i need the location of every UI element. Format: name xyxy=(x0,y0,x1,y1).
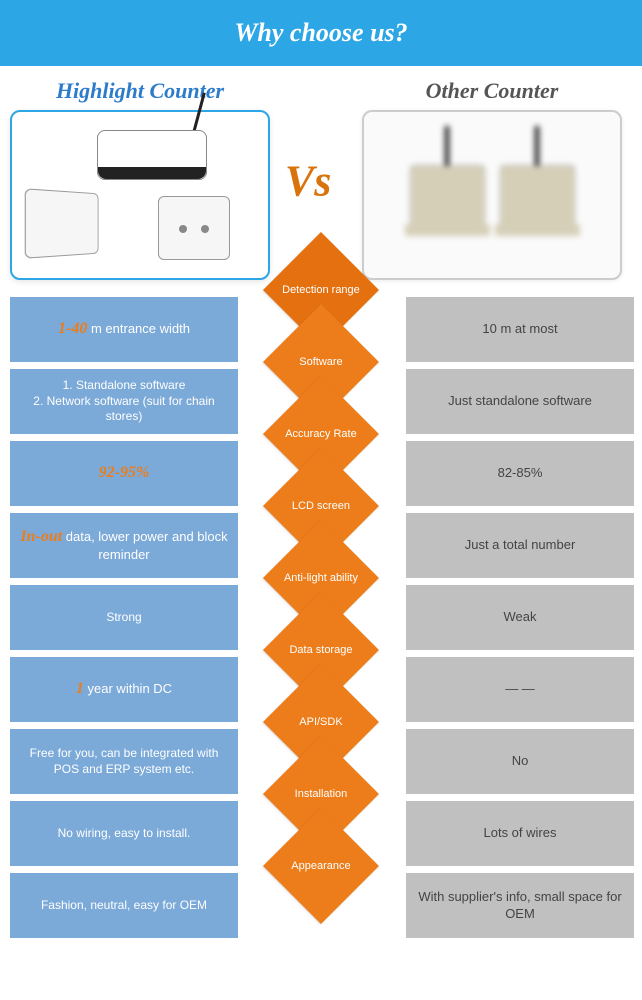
left-cell: No wiring, easy to install. xyxy=(10,801,238,866)
right-cell: Just standalone software xyxy=(406,369,634,434)
left-cell: Strong xyxy=(10,585,238,650)
accent-value: 1-40 xyxy=(58,320,87,337)
right-cell: With supplier's info, small space for OE… xyxy=(406,873,634,938)
cell-text: Just a total number xyxy=(465,537,576,554)
cell-text: data, lower power and block reminder xyxy=(62,529,227,563)
right-cell: — — xyxy=(406,657,634,722)
right-cell: 82-85% xyxy=(406,441,634,506)
left-cell: Fashion, neutral, easy for OEM xyxy=(10,873,238,938)
category-column: Detection range Software Accuracy Rate LCD … xyxy=(280,249,362,897)
left-cell: 1. Standalone software 2. Network softwa… xyxy=(10,369,238,434)
category-label: Data storage xyxy=(280,644,362,656)
cell-text: Fashion, neutral, easy for OEM xyxy=(41,898,207,914)
receiver-device-icon xyxy=(97,130,207,180)
cell-text: 10 m at most xyxy=(482,321,557,338)
comparison-table: Detection range Software Accuracy Rate LCD … xyxy=(0,285,642,958)
product-right-col: Other Counter xyxy=(362,78,622,280)
other-device-icon xyxy=(500,165,575,225)
category-label: Software xyxy=(280,356,362,368)
cell-text: No xyxy=(512,753,529,770)
right-cell: Weak xyxy=(406,585,634,650)
cell-text: With supplier's info, small space for OE… xyxy=(416,889,624,923)
cell-text: 1. Standalone software 2. Network softwa… xyxy=(20,378,228,425)
accent-value: In-out xyxy=(20,528,62,545)
category-label: Anti-light ability xyxy=(280,572,362,584)
cell-text: m entrance width xyxy=(87,321,190,336)
left-cell: In-out data, lower power and block remin… xyxy=(10,513,238,578)
header-title: Why choose us? xyxy=(234,18,407,47)
left-cell: Free for you, can be integrated with POS… xyxy=(10,729,238,794)
accent-value: 92-95% xyxy=(99,464,150,481)
product-left-image xyxy=(10,110,270,280)
product-left-col: Highlight Counter xyxy=(10,78,270,280)
category-label: LCD screen xyxy=(280,500,362,512)
cell-text: 82-85% xyxy=(498,465,543,482)
cell-text: — — xyxy=(505,681,535,698)
cell-text: No wiring, easy to install. xyxy=(58,826,191,842)
left-cell: 1-40 m entrance width xyxy=(10,297,238,362)
category-label: Accuracy Rate xyxy=(280,428,362,440)
left-cell: 1 year within DC xyxy=(10,657,238,722)
cell-text: Strong xyxy=(106,610,141,626)
right-cell: No xyxy=(406,729,634,794)
right-cell: 10 m at most xyxy=(406,297,634,362)
page-header: Why choose us? xyxy=(0,0,642,66)
category-label: Installation xyxy=(280,788,362,800)
sensor-device-icon xyxy=(25,188,99,258)
category-label: Appearance xyxy=(280,860,362,872)
product-right-image xyxy=(362,110,622,280)
category-label: Detection range xyxy=(280,284,362,296)
cell-text: Lots of wires xyxy=(484,825,557,842)
right-cell: Just a total number xyxy=(406,513,634,578)
sensor-device-icon xyxy=(158,196,230,260)
category-label: API/SDK xyxy=(280,716,362,728)
cell-text: Weak xyxy=(504,609,537,626)
left-cell: 92-95% xyxy=(10,441,238,506)
cell-text: year within DC xyxy=(84,681,172,696)
accent-value: 1 xyxy=(76,680,84,697)
other-device-icon xyxy=(410,165,485,225)
product-left-title: Highlight Counter xyxy=(56,78,224,104)
product-right-title: Other Counter xyxy=(426,78,559,104)
cell-text: Free for you, can be integrated with POS… xyxy=(20,746,228,777)
cell-text: Just standalone software xyxy=(448,393,592,410)
right-cell: Lots of wires xyxy=(406,801,634,866)
vs-badge: Vs xyxy=(285,155,331,206)
